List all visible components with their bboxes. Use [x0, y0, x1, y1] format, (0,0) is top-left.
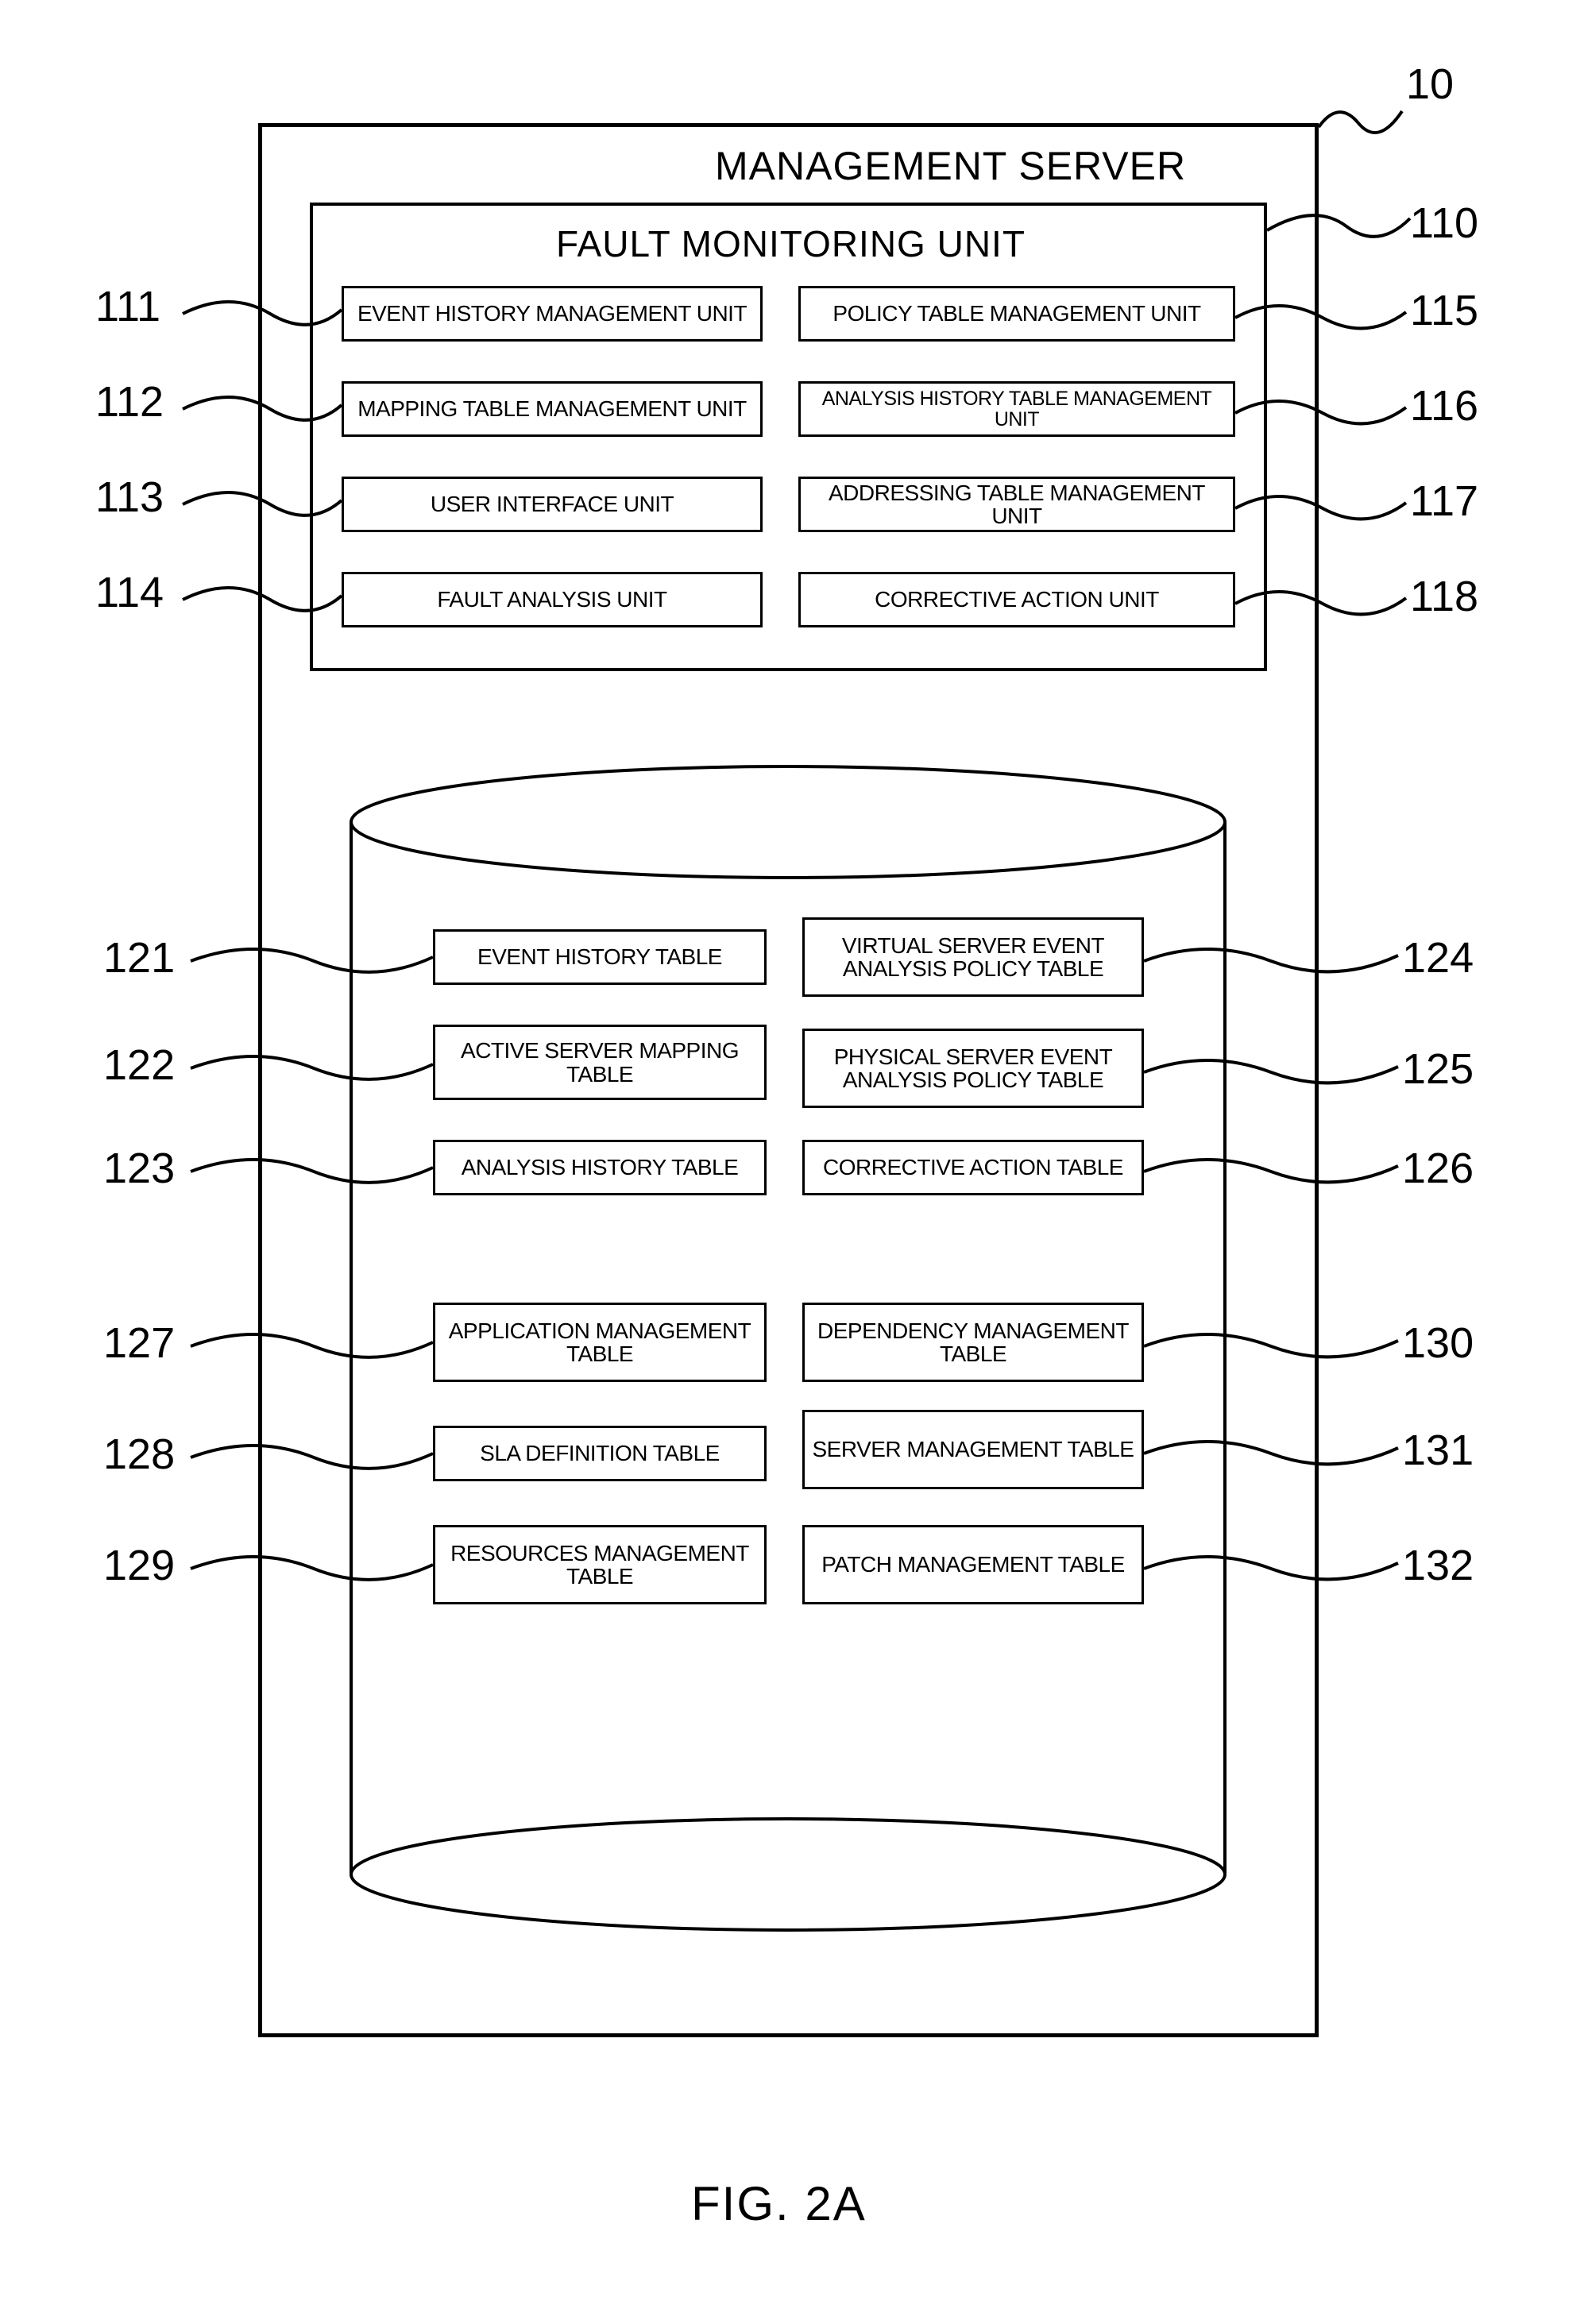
lead-110 [1267, 207, 1410, 254]
box-121: EVENT HISTORY TABLE [433, 929, 767, 985]
box-129: RESOURCES MANAGEMENT TABLE [433, 1525, 767, 1604]
box-114: FAULT ANALYSIS UNIT [342, 572, 763, 627]
lead-125 [1144, 1052, 1398, 1096]
box-111: EVENT HISTORY MANAGEMENT UNIT [342, 286, 763, 342]
ref-111: 111 [95, 282, 160, 331]
box-125: PHYSICAL SERVER EVENT ANALYSIS POLICY TA… [802, 1029, 1144, 1108]
ref-122: 122 [103, 1040, 175, 1090]
ref-116: 116 [1410, 381, 1478, 430]
fault-monitoring-unit-title: FAULT MONITORING UNIT [556, 222, 1026, 265]
box-124: VIRTUAL SERVER EVENT ANALYSIS POLICY TAB… [802, 917, 1144, 997]
ref-118: 118 [1410, 572, 1478, 621]
lead-115 [1235, 298, 1406, 342]
lead-129 [191, 1549, 433, 1592]
ref-126: 126 [1402, 1144, 1474, 1193]
box-112: MAPPING TABLE MANAGEMENT UNIT [342, 381, 763, 437]
ref-117: 117 [1410, 477, 1478, 526]
lead-111 [183, 294, 342, 338]
ref-112: 112 [95, 377, 164, 427]
ref-131: 131 [1402, 1426, 1474, 1475]
ref-113: 113 [95, 473, 164, 522]
lead-114 [183, 580, 342, 623]
ref-123: 123 [103, 1144, 175, 1193]
ref-125: 125 [1402, 1044, 1474, 1094]
box-117: ADDRESSING TABLE MANAGEMENT UNIT [798, 477, 1235, 532]
lead-123 [191, 1152, 433, 1195]
ref-121: 121 [103, 933, 175, 982]
lead-113 [183, 484, 342, 528]
box-113: USER INTERFACE UNIT [342, 477, 763, 532]
box-127: APPLICATION MANAGEMENT TABLE [433, 1303, 767, 1382]
ref-114: 114 [95, 568, 164, 617]
ref-130: 130 [1402, 1318, 1474, 1368]
ref-10: 10 [1406, 60, 1454, 109]
box-118: CORRECTIVE ACTION UNIT [798, 572, 1235, 627]
box-128: SLA DEFINITION TABLE [433, 1426, 767, 1481]
lead-127 [191, 1326, 433, 1370]
box-116: ANALYSIS HISTORY TABLE MANAGEMENT UNIT [798, 381, 1235, 437]
ref-132: 132 [1402, 1541, 1474, 1590]
box-132: PATCH MANAGEMENT TABLE [802, 1525, 1144, 1604]
ref-110: 110 [1410, 199, 1478, 248]
lead-131 [1144, 1434, 1398, 1477]
lead-112 [183, 389, 342, 433]
lead-130 [1144, 1326, 1398, 1370]
lead-10 [1315, 95, 1410, 151]
box-126: CORRECTIVE ACTION TABLE [802, 1140, 1144, 1195]
lead-116 [1235, 393, 1406, 437]
lead-117 [1235, 488, 1406, 532]
lead-121 [191, 941, 433, 985]
ref-129: 129 [103, 1541, 175, 1590]
box-131: SERVER MANAGEMENT TABLE [802, 1410, 1144, 1489]
lead-132 [1144, 1549, 1398, 1592]
lead-124 [1144, 941, 1398, 985]
management-server-title: MANAGEMENT SERVER [715, 143, 1186, 189]
box-130: DEPENDENCY MANAGEMENT TABLE [802, 1303, 1144, 1382]
box-123: ANALYSIS HISTORY TABLE [433, 1140, 767, 1195]
ref-115: 115 [1410, 286, 1478, 335]
lead-126 [1144, 1152, 1398, 1195]
figure-label: FIG. 2A [691, 2176, 867, 2231]
ref-128: 128 [103, 1430, 175, 1479]
box-122: ACTIVE SERVER MAPPING TABLE [433, 1025, 767, 1100]
lead-128 [191, 1438, 433, 1481]
ref-124: 124 [1402, 933, 1474, 982]
box-115: POLICY TABLE MANAGEMENT UNIT [798, 286, 1235, 342]
lead-122 [191, 1048, 433, 1092]
lead-118 [1235, 584, 1406, 627]
ref-127: 127 [103, 1318, 175, 1368]
